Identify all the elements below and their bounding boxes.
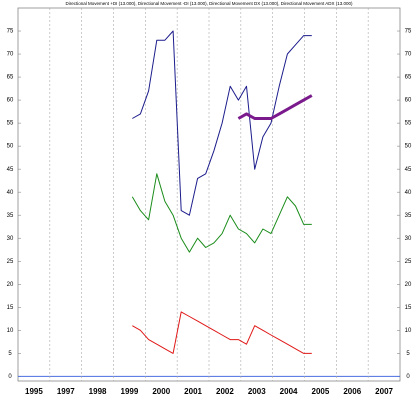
x-tick-label: 1998 xyxy=(89,387,107,396)
y-tick-label: 35 xyxy=(7,213,14,219)
y-tick-label-right: 60 xyxy=(405,98,412,104)
y-tick-label-right: 50 xyxy=(405,144,412,150)
x-tick-label: 2007 xyxy=(375,387,393,396)
x-tick-label: 2003 xyxy=(248,387,266,396)
x-tick-label: 2004 xyxy=(280,387,298,396)
y-tick-label-right: 25 xyxy=(405,259,412,265)
y-tick-label-right: 55 xyxy=(405,121,412,127)
y-tick-label-right: 20 xyxy=(405,282,412,288)
y-tick-label: 60 xyxy=(7,98,14,104)
y-tick-label-right: 35 xyxy=(405,213,412,219)
x-tick-label: 1995 xyxy=(25,387,43,396)
y-tick-label: 55 xyxy=(7,121,14,127)
series-line xyxy=(237,94,313,120)
y-tick-label-right: 5 xyxy=(406,351,410,357)
y-tick-label: 65 xyxy=(7,75,14,81)
y-tick-label: 5 xyxy=(8,351,12,357)
y-tick-label: 25 xyxy=(7,259,14,265)
x-tick-label: 1999 xyxy=(121,387,139,396)
y-tick-label-right: 30 xyxy=(405,236,412,242)
x-tick-label: 1997 xyxy=(57,387,75,396)
y-tick-label: 45 xyxy=(7,167,14,173)
y-tick-label: 30 xyxy=(7,236,14,242)
chart-title: Directional Movement +DI (13.000), Direc… xyxy=(66,1,353,6)
y-tick-label-right: 10 xyxy=(405,328,412,334)
series-line xyxy=(132,30,312,216)
y-tick-label: 40 xyxy=(7,190,14,196)
y-tick-label-right: 65 xyxy=(405,75,412,81)
y-tick-label: 10 xyxy=(7,328,14,334)
series-line xyxy=(132,311,312,354)
y-tick-label: 70 xyxy=(7,52,14,58)
x-tick-label: 2000 xyxy=(152,387,170,396)
series-line xyxy=(131,173,312,253)
y-tick-label: 15 xyxy=(7,305,14,311)
y-tick-label: 75 xyxy=(7,29,14,35)
x-tick-label: 2005 xyxy=(312,387,330,396)
y-tick-label: 20 xyxy=(7,282,14,288)
y-tick-label: 50 xyxy=(7,144,14,150)
y-tick-label-right: 0 xyxy=(406,374,410,380)
y-tick-label: 0 xyxy=(8,374,12,380)
y-tick-label-right: 75 xyxy=(405,29,412,35)
x-tick-label: 2002 xyxy=(216,387,234,396)
y-tick-label-right: 40 xyxy=(405,190,412,196)
y-tick-label-right: 15 xyxy=(405,305,412,311)
x-tick-label: 2006 xyxy=(343,387,361,396)
y-tick-label-right: 70 xyxy=(405,52,412,58)
x-tick-label: 2001 xyxy=(184,387,202,396)
y-tick-label-right: 45 xyxy=(405,167,412,173)
